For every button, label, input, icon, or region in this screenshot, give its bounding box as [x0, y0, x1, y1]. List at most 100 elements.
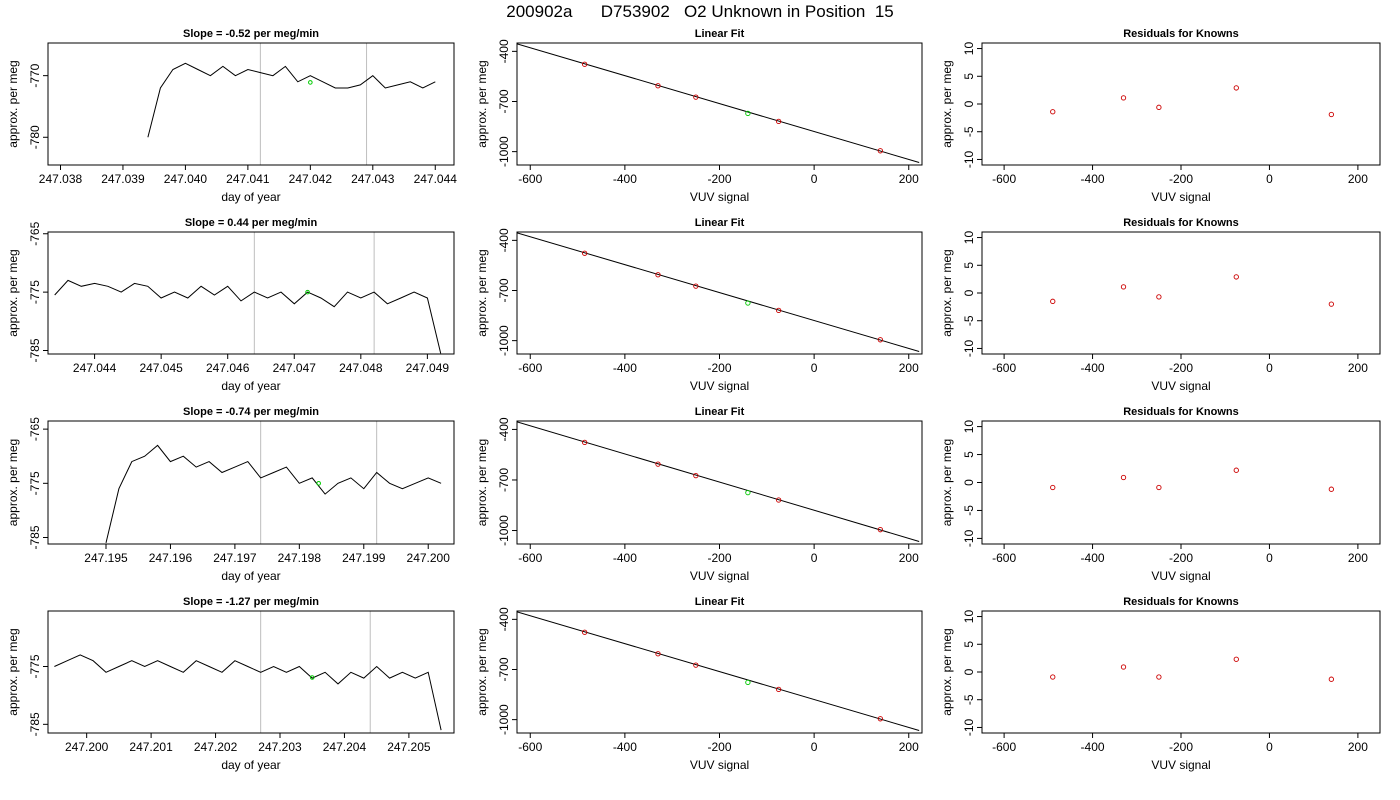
panel-title: Residuals for Knowns: [1123, 596, 1239, 608]
x-tick-label: 200: [1348, 740, 1368, 754]
y-axis-label: approx. per meg: [475, 249, 489, 336]
y-axis-label: approx. per meg: [475, 439, 489, 526]
x-tick-label: -400: [1081, 740, 1105, 754]
x-tick-label: 247.196: [149, 551, 193, 565]
known-point: [1120, 664, 1127, 670]
x-tick-label: -600: [992, 740, 1016, 754]
known-point: [693, 94, 699, 100]
x-tick-label: -400: [1081, 361, 1105, 375]
unknown-marker: [308, 80, 313, 85]
panel-title: Linear Fit: [695, 217, 745, 229]
y-tick-label: -400: [497, 39, 511, 63]
y-tick-label: -785: [28, 525, 42, 549]
x-axis-label: VUV signal: [1151, 569, 1210, 583]
y-axis: -400 -700 -1000 approx. per meg: [475, 228, 517, 356]
unknown-point: [745, 679, 751, 686]
y-axis: -785 -775 approx. per meg: [6, 628, 48, 736]
x-tick-label: 247.205: [387, 740, 431, 754]
x-tick-label: 0: [811, 740, 818, 754]
known-point: [1156, 674, 1162, 680]
fit-line: [517, 421, 920, 542]
y-axis-label: approx. per meg: [6, 249, 20, 336]
x-tick-label: 0: [811, 361, 818, 375]
x-axis: -600 -400 -200 0 200 VUV signal: [518, 544, 919, 583]
x-tick-label: 247.049: [406, 361, 450, 375]
y-tick-label: 5: [962, 451, 976, 458]
y-tick-label: 0: [962, 479, 976, 486]
x-tick-label: 247.038: [39, 172, 83, 186]
x-tick-label: 200: [899, 551, 919, 565]
known-point: [1233, 656, 1239, 662]
x-tick-label: 247.041: [226, 172, 270, 186]
y-tick-label: -10: [962, 529, 976, 547]
known-point: [582, 629, 588, 635]
x-tick-label: 247.044: [73, 361, 117, 375]
x-axis: -600 -400 -200 0 200 VUV signal: [992, 544, 1368, 583]
x-tick-label: -600: [518, 551, 542, 565]
x-axis: -600 -400 -200 0 200 VUV signal: [992, 165, 1368, 204]
x-tick-label: 247.204: [323, 740, 367, 754]
y-axis-label: approx. per meg: [6, 60, 20, 147]
known-point: [1120, 95, 1127, 101]
known-point: [1050, 674, 1056, 680]
panel-8: Linear Fit -600 -400 -200 0 200 VUV signal -400…: [475, 406, 923, 583]
x-tick-label: -400: [1081, 172, 1105, 186]
y-tick-label: -1000: [497, 704, 511, 735]
y-tick-label: -1000: [497, 136, 511, 167]
y-tick-label: -10: [962, 718, 976, 736]
y-axis-label: approx. per meg: [940, 249, 954, 336]
x-tick-label: -400: [1081, 551, 1105, 565]
y-tick-label: -1000: [497, 325, 511, 356]
series-line: [105, 444, 442, 544]
known-point: [1050, 484, 1056, 491]
y-tick-label: -700: [497, 89, 511, 113]
y-tick-label: -770: [28, 63, 42, 87]
known-point: [1328, 676, 1335, 682]
y-tick-label: -700: [497, 278, 511, 302]
known-point: [693, 283, 699, 289]
panel-title: Slope = -0.52 per meg/min: [183, 28, 319, 40]
series-line: [147, 62, 436, 138]
x-tick-label: 0: [1266, 740, 1273, 754]
plot-frame: [47, 42, 455, 166]
y-tick-label: -775: [28, 280, 42, 304]
known-point: [1328, 111, 1335, 118]
x-tick-label: -400: [613, 740, 637, 754]
known-point: [1050, 109, 1056, 115]
x-tick-label: -600: [518, 172, 542, 186]
y-axis: -400 -700 -1000 approx. per meg: [475, 607, 517, 735]
x-tick-label: 247.043: [351, 172, 395, 186]
panel-title: Slope = -1.27 per meg/min: [183, 596, 319, 608]
unknown-point: [745, 300, 751, 306]
known-point: [655, 272, 661, 278]
panel-title: Linear Fit: [695, 28, 745, 40]
y-axis: -10 -5 0 5 10 approx. per meg: [940, 420, 982, 547]
x-axis: 247.044 247.045 247.046 247.047 247.048 247.0…: [73, 354, 449, 393]
plot-area: [147, 43, 436, 165]
known-point: [693, 662, 699, 668]
x-tick-label: 247.039: [101, 172, 145, 186]
y-tick-label: -780: [28, 125, 42, 149]
y-axis-label: approx. per meg: [940, 628, 954, 715]
x-tick-label: 200: [1348, 551, 1368, 565]
panel-12: Residuals for Knowns -600 -400 -200 0 200 VUV …: [940, 596, 1381, 772]
known-point: [1328, 486, 1335, 492]
panel-1: Slope = -0.52 per meg/min 247.038 247.039 2…: [6, 28, 457, 204]
y-tick-label: -775: [28, 471, 42, 495]
x-tick-label: 247.195: [84, 551, 128, 565]
y-axis-label: approx. per meg: [6, 628, 20, 715]
plot-area: [1050, 85, 1335, 118]
known-point: [655, 651, 661, 657]
panel-title: Slope = -0.74 per meg/min: [183, 406, 319, 418]
x-axis: -600 -400 -200 0 200 VUV signal: [518, 733, 919, 772]
plot-area: [517, 611, 920, 731]
x-axis: -600 -400 -200 0 200 VUV signal: [518, 165, 919, 204]
plot-area: [54, 232, 442, 354]
y-tick-label: -400: [497, 607, 511, 631]
fit-line: [517, 611, 920, 731]
y-tick-label: -10: [962, 150, 976, 168]
